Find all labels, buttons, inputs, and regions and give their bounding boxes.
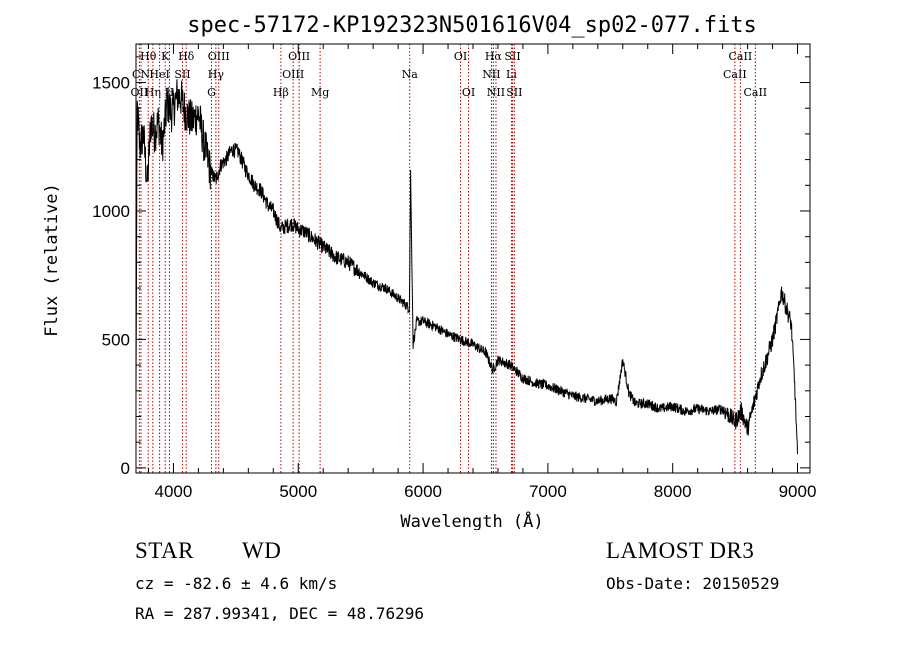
- line-marker-label: H: [165, 86, 175, 99]
- line-marker-label: K: [161, 50, 170, 63]
- line-marker-label: OIII: [208, 50, 230, 63]
- line-marker-label: Li: [506, 68, 517, 81]
- y-tick-label: 500: [102, 330, 130, 349]
- line-marker-label: Hδ: [178, 50, 195, 63]
- line-marker-label: Mg: [311, 86, 329, 99]
- spectrum-chart: spec-57172-KP192323N501616V04_sp02-077.f…: [42, 13, 816, 530]
- coordinates: RA = 287.99341, DEC = 48.76296: [135, 604, 424, 623]
- line-marker-label: NII: [487, 86, 505, 99]
- line-marker-label: CN: [132, 68, 150, 81]
- x-tick-label: 4000: [155, 482, 193, 501]
- line-marker-label: OII: [131, 86, 149, 99]
- axis-ticks: 4000 5000 6000 7000 8000 9000 0 500 1000 1500: [92, 44, 816, 501]
- x-tick-label: 6000: [404, 482, 442, 501]
- x-axis-label: Wavelength (Å): [400, 510, 543, 530]
- line-marker-label: CaII: [729, 50, 753, 63]
- plot-frame: [135, 43, 811, 474]
- line-marker-label: OIII: [288, 50, 310, 63]
- y-tick-label: 1500: [92, 74, 130, 93]
- line-marker-label: SII: [506, 86, 522, 99]
- object-subclass: WD: [242, 538, 282, 563]
- line-marker-label: HeI: [149, 68, 169, 81]
- line-marker-label: Hθ: [140, 50, 157, 63]
- line-marker-label: Hα: [485, 50, 503, 63]
- y-tick-label: 1000: [92, 202, 130, 221]
- x-tick-label: 8000: [654, 482, 692, 501]
- y-tick-label: 0: [121, 459, 130, 478]
- line-marker-label: Hγ: [208, 68, 225, 81]
- line-marker-label: OI: [462, 86, 475, 99]
- line-marker-label: SII: [504, 50, 520, 63]
- y-axis-label: Flux (relative): [42, 183, 62, 337]
- observation-date: Obs-Date: 20150529: [606, 574, 780, 593]
- line-marker-label: G: [207, 86, 216, 99]
- line-marker-label: NII: [482, 68, 500, 81]
- object-class: STAR: [135, 538, 194, 563]
- line-marker-label: Na: [402, 68, 419, 81]
- line-marker-label: CaII: [743, 86, 767, 99]
- line-marker-label: Hη: [145, 86, 161, 99]
- line-marker-label: Hβ: [273, 86, 289, 99]
- chart-title: spec-57172-KP192323N501616V04_sp02-077.f…: [187, 13, 757, 38]
- line-marker-label: SII: [174, 68, 190, 81]
- redshift-cz: cz = -82.6 ± 4.6 km/s: [135, 574, 338, 593]
- line-marker-label: OI: [454, 50, 467, 63]
- spectrum-line: [135, 79, 798, 455]
- line-marker-label: CaII: [723, 68, 747, 81]
- x-tick-label: 5000: [279, 482, 317, 501]
- survey-name: LAMOST DR3: [606, 538, 755, 563]
- x-tick-label: 9000: [779, 482, 817, 501]
- x-tick-label: 7000: [529, 482, 567, 501]
- line-marker-label: OIII: [282, 68, 304, 81]
